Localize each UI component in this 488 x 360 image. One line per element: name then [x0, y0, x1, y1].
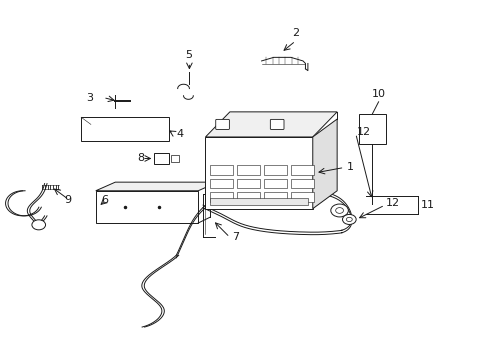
Bar	[237, 192, 260, 202]
Bar	[210, 198, 307, 205]
Bar	[264, 192, 286, 202]
Bar	[264, 165, 286, 175]
Bar	[171, 155, 178, 162]
Bar	[210, 192, 233, 202]
Text: 11: 11	[420, 200, 434, 210]
Bar	[237, 165, 260, 175]
Bar	[264, 179, 286, 188]
Bar	[96, 191, 198, 223]
Polygon shape	[205, 112, 336, 137]
Circle shape	[32, 220, 45, 230]
Bar	[358, 114, 385, 144]
Text: 12: 12	[356, 127, 370, 136]
Bar	[290, 192, 313, 202]
Text: 6: 6	[101, 195, 108, 206]
Bar	[81, 117, 168, 140]
Text: 1: 1	[346, 162, 353, 172]
Text: 5: 5	[184, 50, 191, 60]
Bar	[205, 137, 312, 209]
Bar	[290, 179, 313, 188]
Text: 10: 10	[371, 89, 385, 99]
FancyBboxPatch shape	[270, 120, 284, 130]
Polygon shape	[312, 119, 336, 209]
Circle shape	[330, 204, 347, 217]
Bar	[154, 153, 168, 164]
Bar	[290, 165, 313, 175]
Text: 3: 3	[86, 93, 93, 103]
Circle shape	[335, 208, 343, 213]
Circle shape	[346, 217, 351, 222]
Text: 9: 9	[64, 195, 71, 205]
Bar	[210, 165, 233, 175]
Text: 8: 8	[137, 153, 144, 163]
Text: 7: 7	[232, 232, 239, 242]
Text: 2: 2	[291, 28, 299, 39]
Circle shape	[342, 215, 355, 225]
Bar	[237, 179, 260, 188]
Polygon shape	[96, 182, 217, 191]
FancyBboxPatch shape	[215, 120, 229, 130]
Text: 12: 12	[385, 198, 399, 208]
Bar	[210, 179, 233, 188]
Text: 4: 4	[176, 129, 183, 139]
